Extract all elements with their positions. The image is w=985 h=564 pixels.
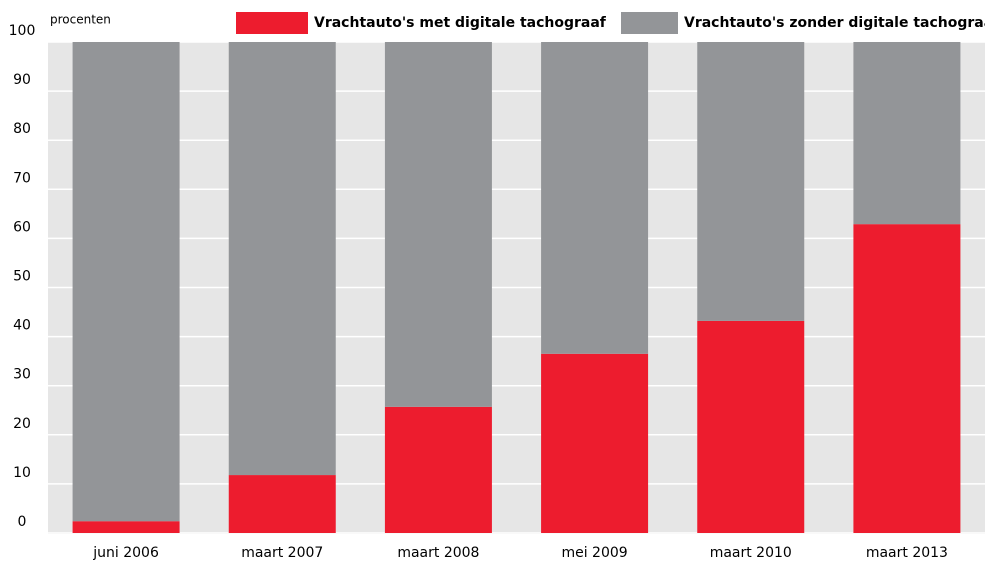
- legend-swatch: [621, 12, 678, 34]
- y-axis-label: procenten: [50, 13, 111, 27]
- legend-swatch: [236, 12, 308, 34]
- y-tick-label: 0: [18, 514, 27, 530]
- y-tick-label: 50: [13, 269, 31, 285]
- bar-segment: [72, 521, 180, 533]
- y-tick-label: 40: [13, 318, 31, 334]
- legend-label: Vrachtauto's met digitale tachograaf: [314, 15, 607, 31]
- bar-segment: [384, 406, 492, 533]
- y-tick-label: 10: [13, 465, 31, 481]
- legend-label: Vrachtauto's zonder digitale tachograaf: [684, 15, 985, 31]
- x-tick-label: mei 2009: [561, 545, 627, 561]
- bar-segment: [697, 320, 805, 533]
- bar-segment: [853, 224, 961, 533]
- x-tick-label: maart 2010: [710, 545, 792, 561]
- y-tick-label: 30: [13, 367, 31, 383]
- x-tick-label: maart 2013: [866, 545, 948, 561]
- bar-segment: [541, 42, 649, 354]
- x-tick-label: maart 2008: [397, 545, 479, 561]
- bar-segment: [697, 42, 805, 321]
- bar-segment: [384, 42, 492, 407]
- bar-segment: [228, 42, 336, 476]
- y-tick-label: 60: [13, 219, 31, 235]
- x-tick-label: maart 2007: [241, 545, 323, 561]
- bar-segment: [853, 42, 961, 225]
- y-tick-label: 20: [13, 416, 31, 432]
- x-tick-label: juni 2006: [92, 545, 159, 561]
- y-tick-label: 80: [13, 121, 31, 137]
- y-tick-label: 70: [13, 170, 31, 186]
- bar-segment: [541, 353, 649, 533]
- bar-segment: [228, 475, 336, 533]
- bar-segment: [72, 42, 180, 522]
- y-tick-label: 100: [9, 23, 36, 39]
- y-tick-label: 90: [13, 72, 31, 88]
